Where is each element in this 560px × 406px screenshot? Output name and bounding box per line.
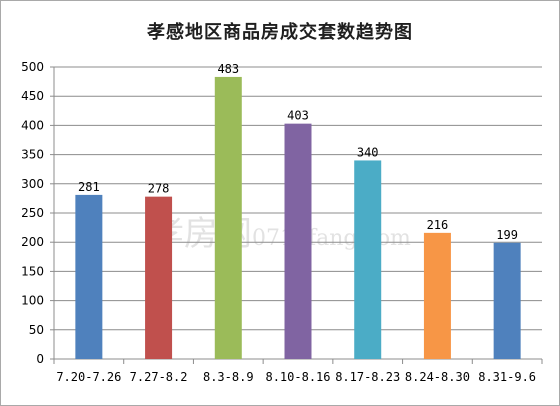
- y-tick-label: 350: [21, 148, 44, 162]
- bar-8.24-8.30: [423, 232, 451, 359]
- data-label: 340: [357, 145, 379, 159]
- y-tick-label: 300: [21, 177, 44, 191]
- y-tick-label: 450: [21, 89, 44, 103]
- y-tick-labels: 0 50 100 150 200 250 300 350 400 450 500: [21, 60, 44, 366]
- bar-8.17-8.23: [354, 160, 382, 359]
- watermark-domain: 0712fang.com: [252, 226, 411, 251]
- y-tick-label: 400: [21, 118, 44, 132]
- bar-7.27-8.2: [145, 196, 173, 359]
- y-tick-label: 150: [21, 264, 44, 278]
- x-tick-label: 8.10-8.16: [265, 370, 330, 384]
- y-tick-label: 250: [21, 206, 44, 220]
- x-tick-labels: 7.20-7.26 7.27-8.2 8.3-8.9 8.10-8.16 8.17-8.…: [56, 370, 536, 384]
- data-label: 281: [78, 180, 100, 194]
- x-tick-label: 8.24-8.30: [405, 370, 470, 384]
- data-label: 483: [217, 62, 239, 76]
- data-label: 199: [496, 228, 518, 242]
- x-tick-label: 7.20-7.26: [56, 370, 121, 384]
- data-label: 278: [148, 182, 170, 196]
- data-label: 216: [427, 218, 449, 232]
- data-label: 403: [287, 109, 309, 123]
- x-tick-label: 8.3-8.9: [203, 370, 254, 384]
- x-tick-label: 8.31-9.6: [478, 370, 536, 384]
- bar-7.20-7.26: [75, 194, 103, 359]
- bar-8.3-8.9: [214, 76, 242, 359]
- x-tick-label: 8.17-8.23: [335, 370, 400, 384]
- bar-8.10-8.16: [284, 123, 312, 359]
- chart-title: 孝感地区商品房成交套数趋势图: [147, 22, 413, 43]
- y-tick-label: 0: [36, 352, 44, 366]
- bar-8.31-9.6: [493, 242, 521, 359]
- x-tick-label: 7.27-8.2: [130, 370, 188, 384]
- y-tick-label: 100: [21, 294, 44, 308]
- y-tick-label: 50: [29, 323, 44, 337]
- y-tick-label: 500: [21, 60, 44, 74]
- y-tick-label: 200: [21, 235, 44, 249]
- bars: [75, 76, 521, 359]
- data-labels: 281 278 483 403 340 216 199: [78, 62, 518, 242]
